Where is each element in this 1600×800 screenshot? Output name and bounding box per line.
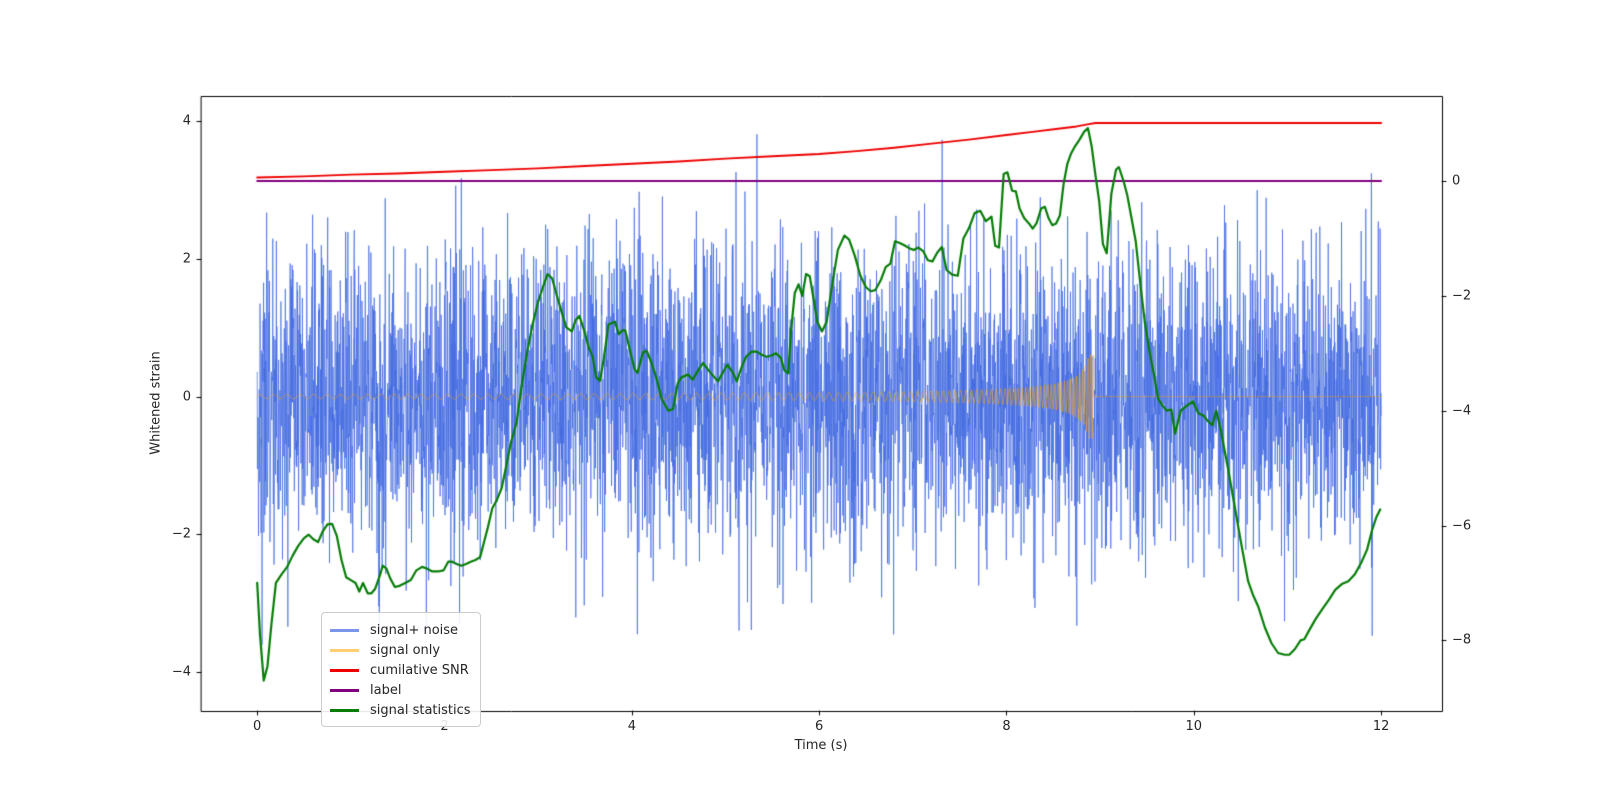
legend-item-signal-noise: signal+ noise: [330, 620, 472, 640]
legend-item-label: signal statistics: [370, 702, 471, 718]
legend-item-signal-only: signal only: [330, 640, 472, 660]
legend-line-swatch: [330, 628, 359, 632]
legend-item-signal-statistics: signal statistics: [330, 700, 472, 720]
legend-line-swatch: [330, 668, 359, 672]
legend-line-swatch: [330, 688, 359, 692]
legend-item-label-line: label: [330, 680, 472, 700]
y-left-tick-label: 4: [182, 113, 191, 129]
legend-item-label: signal only: [370, 642, 441, 658]
y-left-tick-label: 0: [182, 389, 191, 405]
y-left-tick-label: −2: [171, 526, 191, 542]
legend-item-label: signal+ noise: [370, 622, 459, 638]
y-right-tick-label: −8: [1452, 632, 1472, 648]
y-left-tick-label: 2: [182, 251, 191, 267]
legend-line-swatch: [330, 708, 359, 712]
x-tick-label: 4: [627, 719, 636, 734]
y-axis-label: Whitened strain: [148, 351, 164, 455]
legend: signal+ noise signal only cumilative SNR…: [321, 612, 481, 727]
y-right-tick-label: 0: [1452, 173, 1461, 189]
legend-item-label: cumilative SNR: [370, 662, 469, 678]
x-tick-label: 8: [1002, 719, 1011, 734]
legend-item-label: label: [370, 682, 402, 698]
x-tick-label: 6: [815, 719, 824, 734]
y-right-tick-label: −2: [1452, 288, 1472, 304]
y-left-tick-label: −4: [171, 664, 191, 680]
x-tick-label: 0: [253, 719, 262, 734]
legend-item-cumulative-snr: cumilative SNR: [330, 660, 472, 680]
legend-line-swatch: [330, 648, 359, 652]
y-right-tick-label: −6: [1452, 518, 1472, 534]
x-axis-label: Time (s): [794, 738, 848, 753]
x-tick-label: 12: [1372, 719, 1390, 734]
x-tick-label: 10: [1185, 719, 1203, 734]
y-right-tick-label: −4: [1452, 403, 1472, 419]
